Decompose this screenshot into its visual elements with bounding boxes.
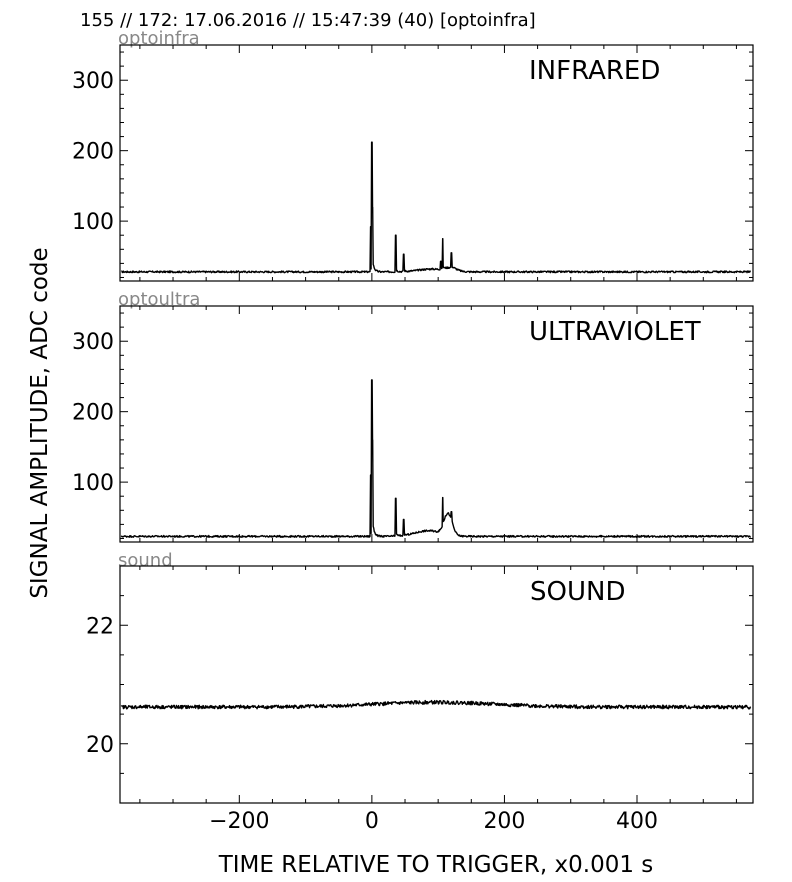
y-tick-label: 300: [72, 69, 114, 94]
plot-area: 100 200 300: [72, 44, 754, 282]
x-tick-label: 400: [616, 809, 658, 834]
panel-sublabel: optoinfra: [118, 28, 200, 49]
plot-area: 100 200 300: [72, 305, 754, 543]
plot-frame: [119, 565, 754, 804]
panel-sublabel: sound: [118, 550, 173, 571]
x-tick-label: 200: [483, 809, 525, 834]
y-tick-label: 20: [86, 733, 114, 758]
y-tick-label: 100: [72, 210, 114, 235]
plot-frame: [119, 305, 754, 543]
panel-title: SOUND: [530, 577, 625, 607]
panel-ultraviolet: optoultra 100 200 300 ULTRAVIOLET: [72, 289, 754, 543]
x-axis-label: TIME RELATIVE TO TRIGGER, x0.001 s: [218, 852, 654, 878]
panel-title: ULTRAVIOLET: [529, 317, 701, 347]
x-tick-label: −200: [209, 809, 269, 834]
panel-title: INFRARED: [529, 56, 660, 86]
figure-header: 155 // 172: 17.06.2016 // 15:47:39 (40) …: [80, 10, 536, 31]
y-tick-label: 200: [72, 401, 114, 426]
panel-sublabel: optoultra: [118, 289, 200, 310]
signal-line: [120, 699, 752, 710]
x-tick-labels: −200 0 200 400: [209, 809, 658, 834]
y-tick-label: 100: [72, 471, 114, 496]
plot-frame: [119, 44, 754, 282]
y-tick-label: 200: [72, 140, 114, 165]
y-tick-label: 22: [86, 614, 114, 639]
panel-infrared: optoinfra 100 200 300 INFRARED: [72, 28, 754, 282]
y-axis-label: SIGNAL AMPLITUDE, ADC code: [27, 247, 53, 598]
signal-line: [121, 141, 751, 274]
x-tick-label: 0: [365, 809, 379, 834]
signal-line: [120, 379, 751, 538]
y-tick-label: 300: [72, 330, 114, 355]
